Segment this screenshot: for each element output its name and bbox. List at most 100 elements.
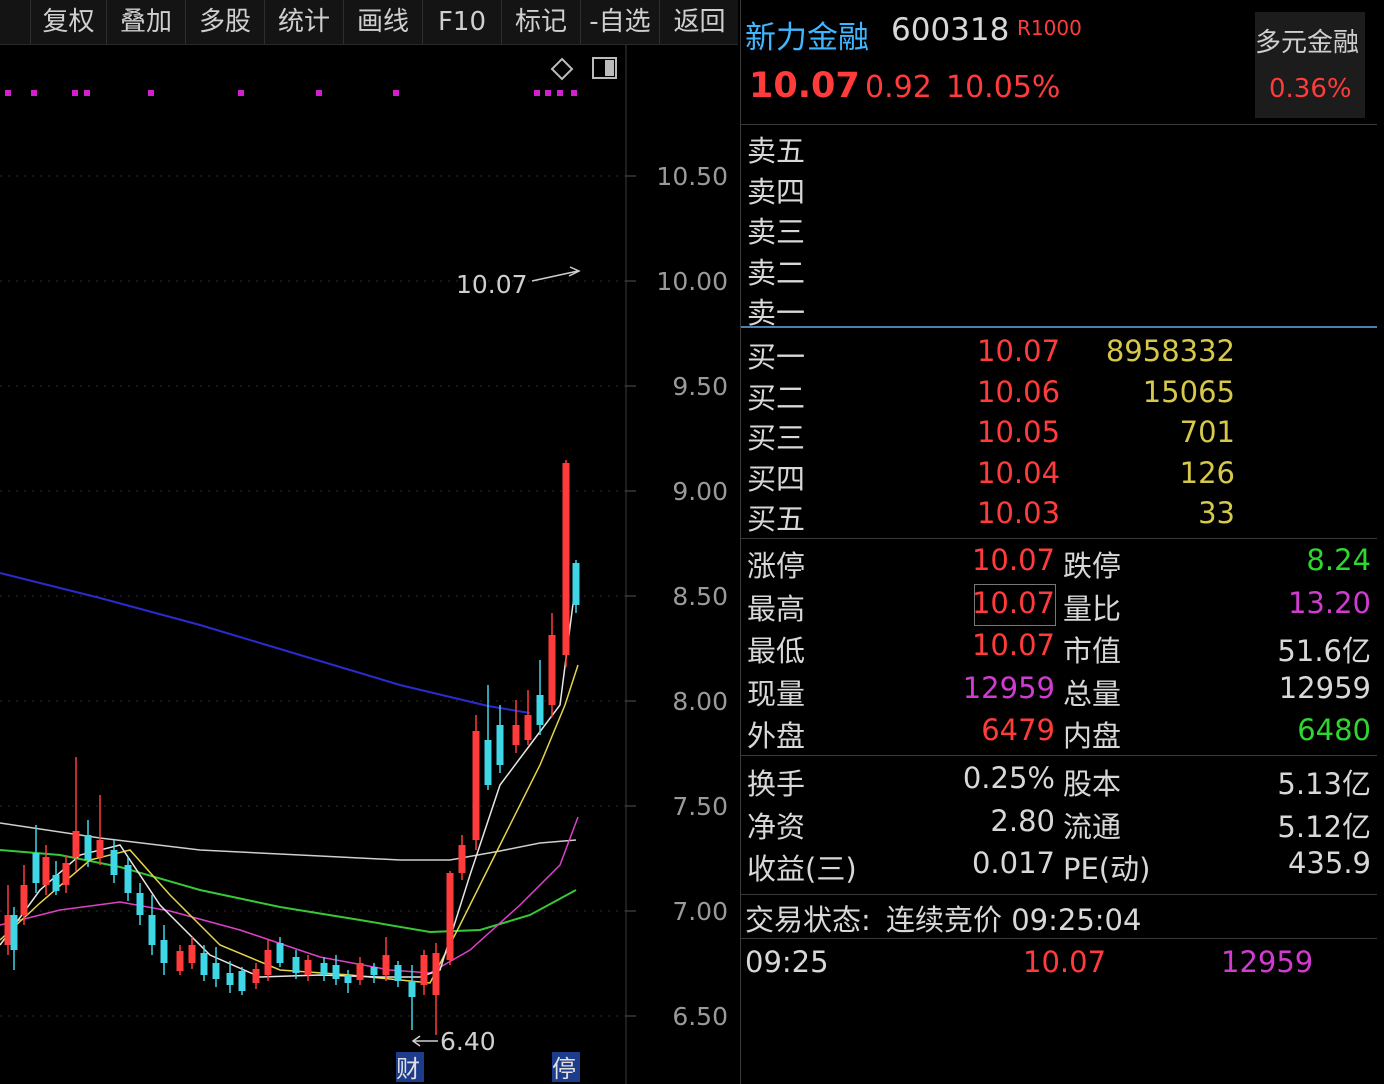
candle-body <box>432 953 440 995</box>
toolbar-f10-button[interactable]: F10 <box>422 0 501 44</box>
toolbar-stats-button[interactable]: 统计 <box>264 0 343 44</box>
y-axis-label: 7.50 <box>672 792 728 821</box>
toolbar-mark-button[interactable]: 标记 <box>501 0 580 44</box>
sector-change-pct: 0.36% <box>1269 74 1352 104</box>
candle-body <box>148 915 156 945</box>
bid-level-volume: 126 <box>1179 455 1235 490</box>
price-change: 0.92 <box>865 70 932 105</box>
tick-volume: 12959 <box>1221 945 1314 979</box>
stat-value: 51.6亿 <box>1277 634 1371 668</box>
bid-level-price: 10.03 <box>977 496 1061 530</box>
signal-dot <box>72 90 78 96</box>
y-axis-label: 10.50 <box>656 162 728 191</box>
bid-level-price: 10.04 <box>977 455 1061 490</box>
stat-label: PE(动) <box>1063 852 1151 886</box>
signal-dot <box>148 90 154 96</box>
bid-level-price: 10.06 <box>977 374 1061 409</box>
bid-level-label: 买一 <box>747 340 806 374</box>
tick-time: 09:25 <box>745 945 829 979</box>
candle-body <box>572 563 580 605</box>
candle-body <box>562 463 570 655</box>
candle-body <box>332 965 340 979</box>
halt-event-label: 停 <box>552 1055 576 1083</box>
signal-dot <box>393 90 399 96</box>
candle-body <box>10 915 18 950</box>
y-axis-label: 8.00 <box>672 687 728 716</box>
stat-label: 最高 <box>747 591 806 626</box>
toolbar-draw-button[interactable]: 画线 <box>343 0 422 44</box>
halt-event-marker[interactable] <box>552 1052 580 1082</box>
ma-long-line <box>0 572 531 714</box>
candle-body <box>226 973 234 985</box>
stat-label: 总量 <box>1063 676 1122 711</box>
diamond-icon[interactable] <box>550 57 574 81</box>
stock-code: 600318 <box>891 12 1010 48</box>
candle-body <box>212 963 220 979</box>
panel-toggle-icon[interactable] <box>592 57 617 79</box>
high-arrow-icon <box>531 270 579 282</box>
quote-panel: 新力金融 600318 R1000 10.07 0.92 10.05% 多元金融… <box>740 0 1384 1084</box>
candle-body <box>264 950 272 975</box>
ma-60-line <box>0 849 577 934</box>
stat-label: 现量 <box>747 676 806 711</box>
stat-value: 0.25% <box>962 761 1055 795</box>
stat-value: 12959 <box>962 670 1055 705</box>
y-axis-label: 6.50 <box>672 1002 728 1031</box>
toolbar-watchlist-button[interactable]: -自选 <box>580 0 659 44</box>
sector-name: 多元金融 <box>1255 28 1360 58</box>
bid-ask-divider <box>741 326 1377 328</box>
current-price: 10.07 <box>749 66 860 106</box>
stat-label: 跌停 <box>1063 549 1122 583</box>
candle-body <box>408 981 416 997</box>
signal-dot <box>571 90 577 96</box>
signal-dot <box>316 90 322 96</box>
ask-level-label: 卖五 <box>747 134 806 168</box>
candle-body <box>370 967 378 975</box>
candle-body <box>484 740 492 785</box>
ma-20-line <box>0 816 579 974</box>
candle-body <box>52 875 60 891</box>
signal-dot <box>31 90 37 96</box>
candle-body <box>344 975 352 983</box>
candle-body <box>42 857 50 885</box>
stat-value: 0.017 <box>971 846 1055 880</box>
toolbar-fuquan-button[interactable]: 复权 <box>30 0 106 44</box>
candle-body <box>238 971 246 991</box>
ask-level-label: 卖三 <box>747 215 806 249</box>
stat-label: 外盘 <box>747 719 806 753</box>
stat-value: 13.20 <box>1287 585 1371 620</box>
candle-body <box>188 945 196 963</box>
chart-toolbar: 复权 叠加 多股 统计 画线 F10 标记 -自选 返回 <box>0 0 738 45</box>
candle-body <box>458 845 466 873</box>
candle-body <box>84 835 92 860</box>
kline-chart[interactable]: 10.50 10.00 9.50 9.00 8.50 8.00 7.50 7.00 6.50 1… <box>0 45 740 1084</box>
finance-event-label: 财 <box>396 1055 420 1083</box>
candle-body <box>304 960 312 975</box>
candle-body <box>524 715 532 740</box>
bid-level-price: 10.05 <box>977 415 1061 449</box>
stat-label: 股本 <box>1063 767 1122 801</box>
stat-value: 5.13亿 <box>1277 767 1371 801</box>
candle-body <box>136 893 144 915</box>
stat-value: 2.80 <box>990 803 1055 838</box>
toolbar-multistock-button[interactable]: 多股 <box>185 0 264 44</box>
sector-box[interactable]: 多元金融 0.36% <box>1255 12 1365 118</box>
bid-level-volume: 33 <box>1198 496 1235 530</box>
ma-10-line <box>0 664 579 984</box>
stat-value: 6480 <box>1297 713 1371 747</box>
bid-level-price: 10.07 <box>977 334 1061 368</box>
finance-event-marker[interactable] <box>396 1052 424 1082</box>
toolbar-overlay-button[interactable]: 叠加 <box>106 0 185 44</box>
stat-value: 12959 <box>1278 670 1371 705</box>
toolbar-back-button[interactable]: 返回 <box>659 0 739 44</box>
stat-label: 内盘 <box>1063 719 1122 753</box>
signal-dot <box>5 90 11 96</box>
candle-body <box>4 915 12 945</box>
candle-body <box>200 953 208 975</box>
candle-body <box>176 951 184 971</box>
kline-chart-svg: 10.50 10.00 9.50 9.00 8.50 8.00 7.50 7.00 6.50 1… <box>0 45 728 1084</box>
stat-value: 5.12亿 <box>1277 809 1371 844</box>
stat-value: 10.07 <box>971 543 1055 577</box>
stat-value: 6479 <box>981 713 1055 747</box>
candle-body <box>62 863 70 885</box>
